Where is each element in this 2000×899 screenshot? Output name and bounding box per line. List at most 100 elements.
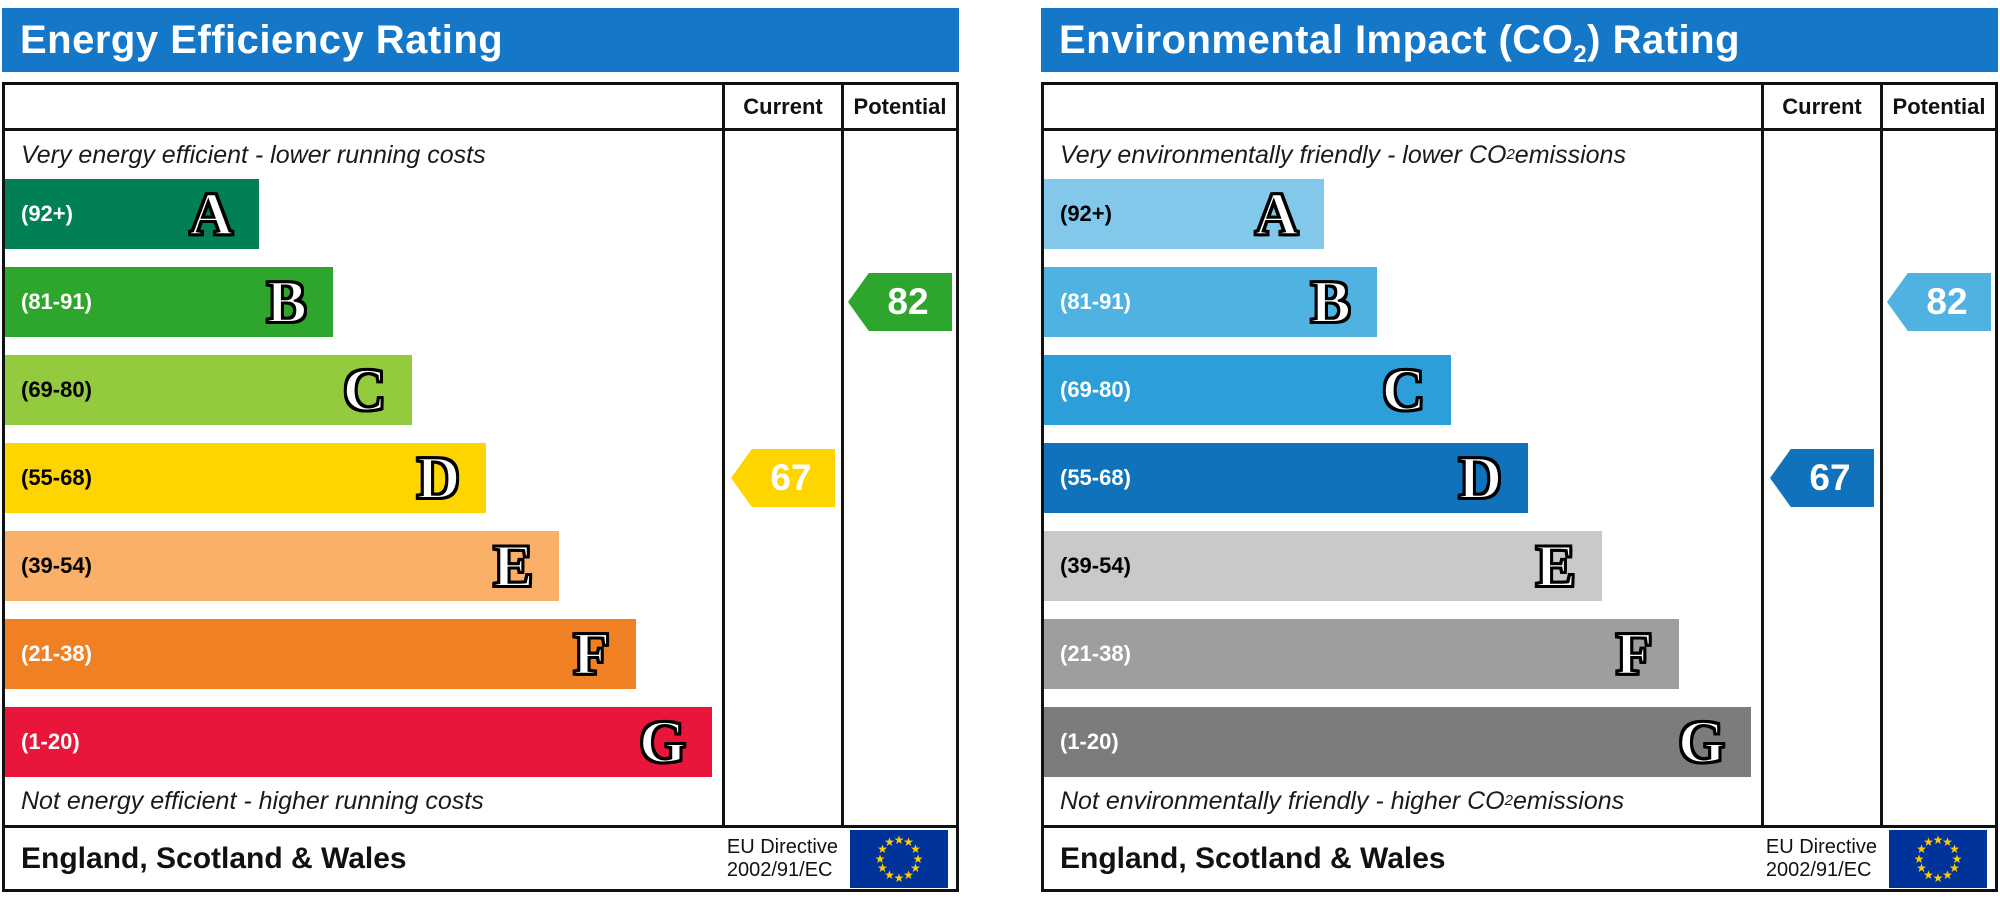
band-letter: B [1310,269,1352,335]
eu-flag-star: ★ [1949,861,1960,875]
eu-flag-star: ★ [1932,832,1944,847]
current-column-header: Current [1761,85,1880,128]
eu-flag-star: ★ [910,861,921,875]
band-letter: C [342,357,387,423]
column-header-row: Current Potential [5,85,956,131]
rating-table: Current Potential Very environmentally f… [1041,82,1998,892]
eu-flag-star: ★ [903,867,914,882]
top-note-text: Very environmentally friendly - lower CO [1060,140,1507,169]
eu-directive-group: EU Directive 2002/91/EC ★ ★ ★ ★ ★ ★ ★ ★ ★ ★ ★ ★ [1765,829,1987,888]
band-E: (39-54) E [5,531,560,601]
bottom-note: Not energy efficient - higher running co… [5,777,722,825]
band-letter: C [1381,357,1426,423]
band-C: (69-80) C [5,355,413,425]
eu-directive-line2: 2002/91/EC [1765,858,1872,881]
top-note-text: Very energy efficient - lower running co… [21,140,486,169]
chart-title-banner: Environmental Impact (CO2) Rating [1041,8,1998,72]
current-rating-column: 67 [1761,131,1880,825]
band-range-label: (92+) [21,201,73,226]
eu-flag-star: ★ [877,861,888,875]
band-range-label: (21-38) [1060,641,1131,666]
eu-flag-star: ★ [893,832,905,847]
current-rating-pointer: 67 [731,449,835,507]
band-B: (81-91) B [1044,267,1377,337]
band-range-label: (1-20) [21,729,80,754]
chart-title-subscript: 2 [1573,40,1588,68]
chart-title: Energy Efficiency Rating [20,18,503,63]
potential-rating-pointer: 82 [1887,273,1991,331]
column-header-row: Current Potential [1044,85,1995,131]
top-note-text-end: emissions [1514,140,1626,169]
chart-title: Environmental Impact (CO2) Rating [1059,17,1741,67]
band-letter: E [1535,533,1577,599]
top-note: Very energy efficient - lower running co… [5,131,722,179]
band-range-label: (39-54) [21,553,92,578]
band-G: (1-20) G [1044,707,1751,777]
column-header-spacer [1044,85,1761,128]
band-area: Very energy efficient - lower running co… [5,131,722,825]
band-letter: G [638,709,687,775]
band-list: (92+) A (81-91) B (69-80) C (55-68) D (39-54) E (2… [1044,179,1761,777]
chart-title-banner: Energy Efficiency Rating [2,8,959,72]
band-B: (81-91) B [5,267,333,337]
eu-flag-star: ★ [1942,867,1953,882]
region-label: England, Scotland & Wales [21,841,407,875]
eu-flag: ★ ★ ★ ★ ★ ★ ★ ★ ★ ★ ★ ★ [1889,829,1987,888]
band-range-label: (55-68) [1060,465,1131,490]
eu-flag-star: ★ [1923,835,1934,850]
potential-rating-value: 82 [887,281,929,322]
bottom-note: Not environmentally friendly - higher CO… [1060,786,1625,815]
band-letter: D [1458,445,1503,511]
table-body: Very energy efficient - lower running co… [5,131,956,825]
table-footer: England, Scotland & Wales EU Directive 20… [1044,825,1995,889]
band-F: (21-38) F [1044,619,1679,689]
rating-table: Current Potential Very energy efficient … [2,82,959,892]
band-range-label: (55-68) [21,465,92,490]
eu-flag-star: ★ [912,851,924,866]
eu-flag-star: ★ [910,842,921,856]
band-D: (55-68) D [5,443,487,513]
region-label: England, Scotland & Wales [1060,841,1446,875]
eu-flag-star: ★ [884,835,895,850]
band-F: (21-38) F [5,619,636,689]
potential-rating-column: 82 [841,131,956,825]
table-footer: England, Scotland & Wales EU Directive 20… [5,825,956,889]
band-letter: D [416,445,461,511]
band-range-label: (92+) [1060,201,1112,226]
band-range-label: (21-38) [21,641,92,666]
chart-title-text: Environmental Impact (CO [1059,17,1574,62]
eu-flag-star: ★ [1932,870,1944,885]
band-D: (55-68) D [1044,443,1528,513]
potential-rating-value: 82 [1926,281,1968,322]
band-letter: F [1615,621,1654,687]
eu-flag-star: ★ [1913,851,1925,866]
band-letter: A [188,181,233,247]
eu-flag-star: ★ [874,851,886,866]
eu-flag-star: ★ [1951,851,1963,866]
eu-flag-star: ★ [903,835,914,850]
band-letter: A [1254,181,1299,247]
band-C: (69-80) C [1044,355,1452,425]
band-A: (92+) A [5,179,259,249]
band-letter: F [572,621,611,687]
current-rating-pointer: 67 [1770,449,1874,507]
potential-rating-pointer: 82 [848,273,952,331]
chart-title-text: Energy Efficiency Rating [20,17,504,62]
chart-title-text-end: ) Rating [1587,17,1741,62]
band-range-label: (39-54) [1060,553,1131,578]
band-letter: G [1677,709,1726,775]
eu-flag-star: ★ [1916,861,1927,875]
eu-flag-star: ★ [1916,842,1927,856]
band-range-label: (81-91) [1060,289,1131,314]
eu-directive-line1: EU Directive [1765,835,1877,858]
eu-flag-star: ★ [877,842,888,856]
energy-efficiency-chart: Energy Efficiency Rating Current Potenti… [2,8,959,892]
current-column-header: Current [722,85,841,128]
band-A: (92+) A [1044,179,1325,249]
eu-flag-star: ★ [884,867,895,882]
band-list: (92+) A (81-91) B (69-80) C (55-68) D (39-54) E (2… [5,179,722,777]
eu-flag-star: ★ [1923,867,1934,882]
potential-column-header: Potential [841,85,956,128]
band-range-label: (1-20) [1060,729,1119,754]
band-range-label: (81-91) [21,289,92,314]
